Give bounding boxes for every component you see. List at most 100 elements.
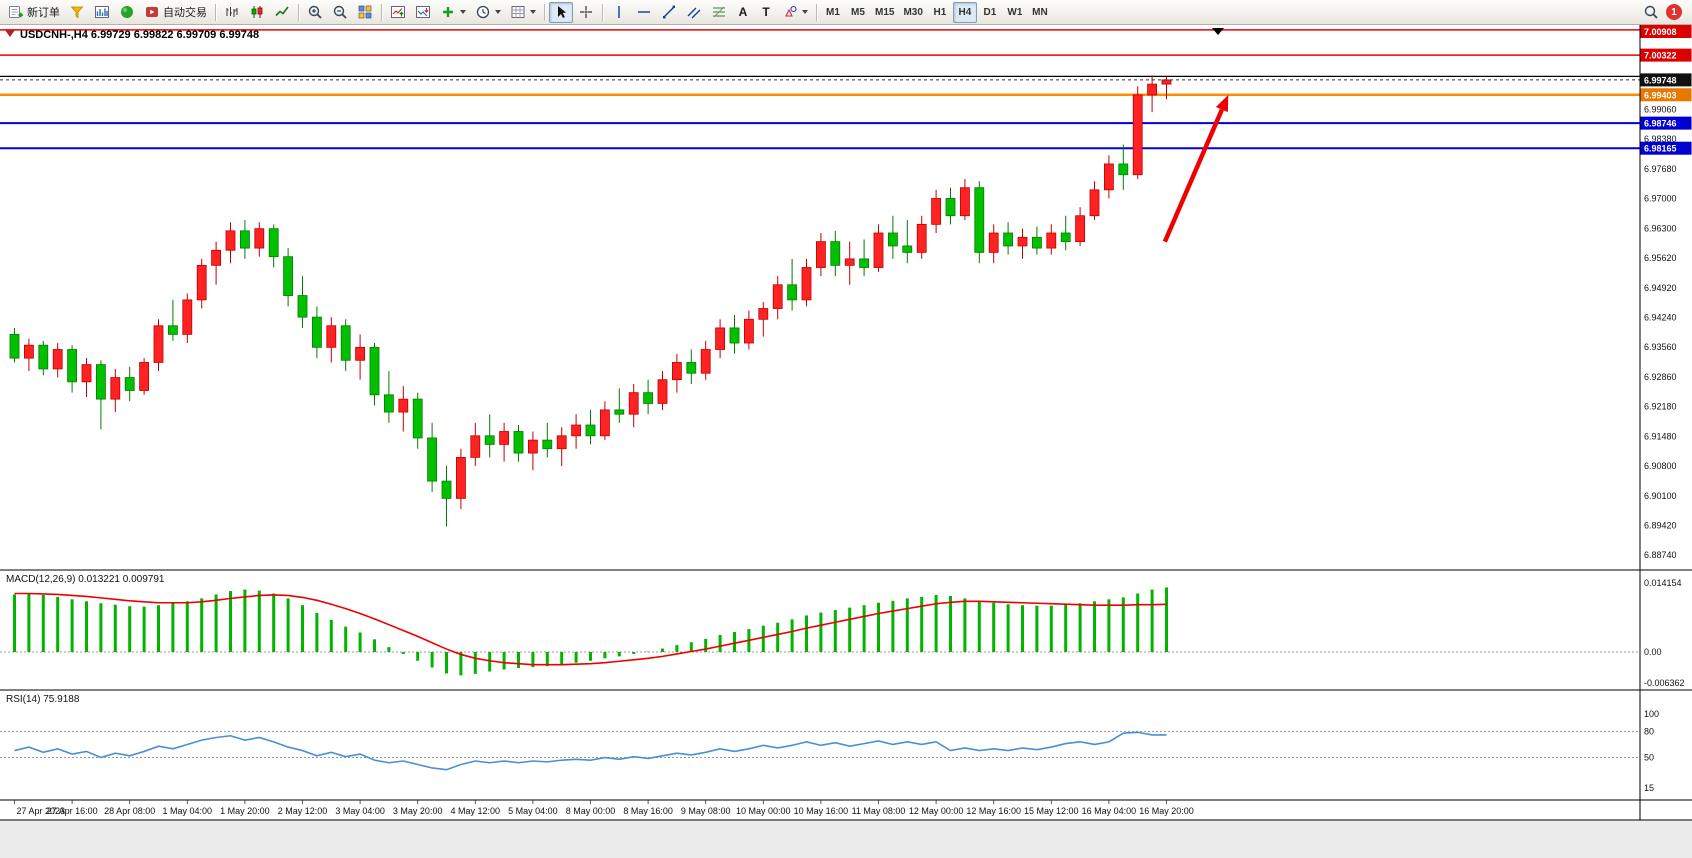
price-chart-canvas[interactable]: USDCNH-,H4 6.99729 6.99822 6.99709 6.997…	[0, 25, 1692, 858]
bottom-strip	[0, 820, 1692, 858]
candle-down	[9, 327, 20, 363]
chart-area: USDCNH-,H4 6.99729 6.99822 6.99709 6.997…	[0, 25, 1692, 858]
profiles-button[interactable]	[90, 2, 114, 23]
timeframe-button-H1[interactable]: H1	[933, 6, 947, 18]
candle-up	[470, 422, 481, 467]
cursor-button[interactable]	[549, 1, 573, 23]
text-tool-button[interactable]: A	[732, 2, 754, 23]
timeframe-button-M30[interactable]: M30	[903, 6, 923, 18]
timeframe-button-M1[interactable]: M1	[826, 6, 840, 18]
macd-signal-line	[14, 592, 1167, 666]
price-tag	[1640, 141, 1692, 155]
tile-windows-button[interactable]	[353, 2, 377, 23]
candle-down	[830, 230, 841, 277]
candle-down	[268, 224, 279, 268]
timeframe-button-M15[interactable]: M15	[875, 6, 895, 18]
candle-down	[1032, 226, 1042, 255]
trend-arrow[interactable]	[1162, 108, 1224, 243]
candle-up	[225, 222, 236, 264]
time-axis-label: 5 May 04:00	[508, 806, 558, 816]
add-indicator-button[interactable]	[436, 2, 470, 23]
candle-down	[614, 388, 625, 423]
toolbar-separator	[816, 3, 817, 21]
candle-up	[326, 317, 337, 363]
search-icon	[1644, 5, 1658, 19]
price-tag	[1640, 48, 1692, 62]
toolbar-separator	[215, 3, 216, 21]
horizontal-line-icon	[638, 11, 650, 13]
search-button[interactable]	[1639, 2, 1663, 23]
horizontal-line-tool-button[interactable]	[632, 2, 656, 23]
chart-candles-button[interactable]	[245, 2, 269, 23]
timeframe-button-W1[interactable]: W1	[1007, 6, 1023, 18]
line-chart-icon	[275, 6, 289, 17]
time-axis-label: 10 May 16:00	[794, 806, 849, 816]
timeframe-button-H4[interactable]: H4	[952, 1, 977, 23]
candle-down	[513, 425, 524, 462]
new-order-button[interactable]: 新订单	[4, 2, 64, 23]
autotrade-button[interactable]: 自动交易	[140, 2, 211, 23]
zoom-in-button[interactable]	[303, 2, 327, 23]
candle-up	[1089, 181, 1100, 221]
candle-down	[1060, 215, 1071, 251]
templates-button[interactable]	[506, 2, 540, 23]
macd-axis-label: 0.014154	[1644, 578, 1682, 588]
candle-down	[643, 379, 653, 415]
channel-icon	[687, 7, 701, 19]
time-axis-label: 27 Apr 16:00	[47, 806, 98, 816]
label-tool-button[interactable]: T	[755, 2, 777, 23]
timeframe-button-D1[interactable]: D1	[983, 6, 997, 18]
macd-axis-label: -0.006362	[1644, 678, 1685, 688]
timeframe-button-M5[interactable]: M5	[851, 6, 865, 18]
symbol-marker-icon[interactable]	[5, 30, 15, 37]
chart-shift-marker-icon[interactable]	[1212, 28, 1224, 35]
profile-chart-icon	[95, 6, 109, 18]
candle-down	[239, 220, 250, 259]
candle-up	[139, 358, 150, 395]
chart-window-button[interactable]	[411, 2, 435, 23]
price-axis-label: 6.98380	[1644, 134, 1677, 144]
time-axis-label: 1 May 04:00	[163, 806, 213, 816]
price-axis-label: 6.95620	[1644, 253, 1677, 263]
price-axis-label: 6.88740	[1644, 550, 1677, 560]
autotrade-label: 自动交易	[163, 7, 207, 19]
indicator-window-button[interactable]	[386, 2, 410, 23]
rsi-axis-label: 100	[1644, 709, 1659, 719]
chart-background[interactable]	[0, 25, 1692, 820]
price-axis-label: 6.90800	[1644, 461, 1677, 471]
price-axis-label: 6.97000	[1644, 193, 1677, 203]
notification-badge[interactable]: 1	[1666, 4, 1682, 20]
candle-up	[398, 386, 409, 432]
dropdown-caret-icon	[802, 10, 808, 14]
community-button[interactable]	[115, 2, 139, 23]
candle-up	[1147, 75, 1157, 113]
channel-tool-button[interactable]	[682, 2, 706, 23]
crosshair-button[interactable]	[574, 2, 598, 23]
price-tag	[1640, 25, 1692, 38]
price-axis-label: 6.94240	[1644, 313, 1677, 323]
candle-down	[974, 181, 985, 264]
fibonacci-tool-button[interactable]	[707, 2, 731, 23]
periods-button[interactable]	[471, 2, 505, 23]
candle-up	[1017, 228, 1028, 259]
candle-down	[297, 276, 308, 328]
timeframe-button-MN[interactable]: MN	[1032, 6, 1048, 18]
shapes-tool-button[interactable]	[778, 2, 812, 23]
candle-up	[844, 241, 855, 285]
rsi-axis-label: 80	[1644, 726, 1654, 736]
time-axis-label: 12 May 16:00	[966, 806, 1021, 816]
candle-down	[412, 392, 423, 449]
trendline-tool-button[interactable]	[657, 2, 681, 23]
candle-down	[283, 248, 294, 307]
candle-up	[600, 401, 610, 441]
templates-grid-icon	[511, 6, 525, 18]
chart-bars-button[interactable]	[220, 2, 244, 23]
time-axis-label: 11 May 08:00	[852, 806, 906, 816]
candle-up	[254, 222, 265, 257]
zoom-out-button[interactable]	[328, 2, 352, 23]
candle-up	[571, 414, 581, 449]
chart-line-button[interactable]	[270, 2, 294, 23]
add-indicator-icon	[443, 7, 453, 17]
funnel-button[interactable]	[65, 2, 89, 23]
vertical-line-tool-button[interactable]	[607, 2, 631, 23]
